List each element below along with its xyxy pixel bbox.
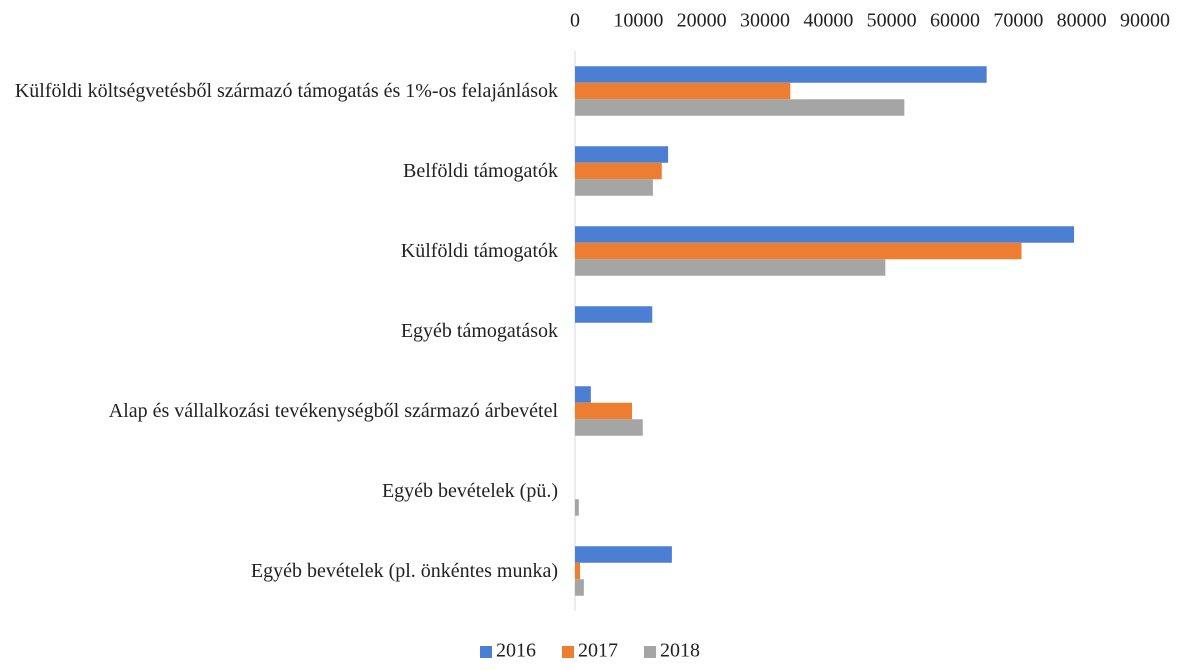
y-tick-label: Alap és vállalkozási tevékenységből szár… bbox=[0, 399, 558, 423]
legend-swatch bbox=[644, 646, 656, 658]
y-tick-label: Egyéb bevételek (pl. önkéntes munka) bbox=[0, 559, 558, 583]
x-tick-label: 20000 bbox=[677, 10, 727, 32]
x-tick-label: 90000 bbox=[1120, 10, 1170, 32]
y-tick-label: Külföldi költségvetésből származó támoga… bbox=[0, 79, 558, 103]
x-tick-label: 60000 bbox=[930, 10, 980, 32]
bar bbox=[575, 579, 584, 596]
category-text: Belföldi támogatók bbox=[403, 160, 558, 182]
bar bbox=[575, 146, 669, 163]
y-tick-label: Egyéb támogatások bbox=[0, 319, 558, 343]
legend-label: 2016 bbox=[496, 640, 536, 662]
x-tick-label: 70000 bbox=[993, 10, 1043, 32]
x-tick-label: 80000 bbox=[1057, 10, 1107, 32]
bar bbox=[575, 226, 1075, 243]
bar bbox=[575, 99, 905, 116]
bar bbox=[575, 562, 581, 580]
x-tick-label: 40000 bbox=[803, 10, 853, 32]
legend-label: 2017 bbox=[578, 640, 618, 662]
bar bbox=[575, 179, 653, 196]
y-tick-label: Belföldi támogatók bbox=[0, 159, 558, 183]
legend-swatch bbox=[480, 646, 492, 658]
category-text: Külföldi költségvetésből származó támoga… bbox=[14, 80, 558, 102]
category-text: Egyéb bevételek (pl. önkéntes munka) bbox=[250, 560, 558, 582]
bar bbox=[575, 306, 653, 323]
x-tick-label: 30000 bbox=[740, 10, 790, 32]
category-text: Egyéb bevételek (pü.) bbox=[381, 480, 558, 502]
legend-swatch bbox=[562, 646, 574, 658]
bar bbox=[575, 499, 579, 516]
bar bbox=[575, 386, 591, 403]
bar bbox=[575, 402, 632, 420]
category-text: Alap és vállalkozási tevékenységből szár… bbox=[108, 400, 558, 422]
bar bbox=[575, 419, 643, 436]
x-tick-label: 50000 bbox=[867, 10, 917, 32]
bar bbox=[575, 66, 987, 83]
bar bbox=[575, 242, 1022, 260]
x-tick-label: 0 bbox=[570, 10, 580, 32]
y-tick-label: Egyéb bevételek (pü.) bbox=[0, 479, 558, 503]
bar bbox=[575, 259, 886, 276]
bar bbox=[575, 546, 672, 563]
bar bbox=[575, 162, 662, 180]
bar bbox=[575, 82, 791, 100]
category-text: Külföldi támogatók bbox=[400, 240, 558, 262]
legend-label: 2018 bbox=[660, 640, 700, 662]
y-tick-label: Külföldi támogatók bbox=[0, 239, 558, 263]
category-text: Egyéb támogatások bbox=[400, 320, 558, 342]
x-tick-label: 10000 bbox=[613, 10, 663, 32]
